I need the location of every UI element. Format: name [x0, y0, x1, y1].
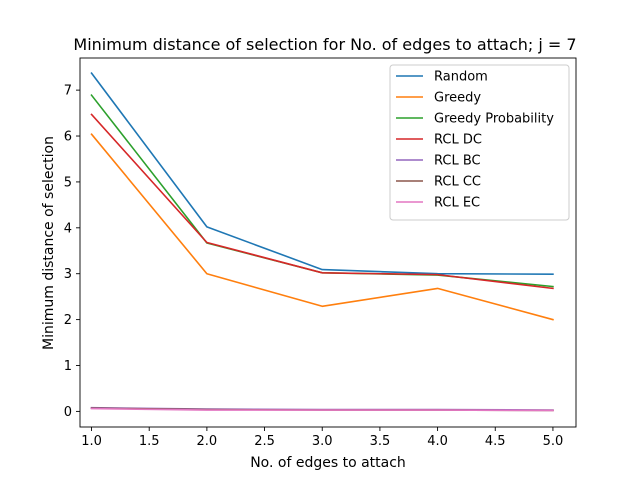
x-tick-label: 4.5	[485, 434, 506, 449]
y-tick-label: 3	[64, 267, 72, 282]
chart-title: Minimum distance of selection for No. of…	[73, 35, 576, 54]
y-tick-label: 4	[64, 221, 72, 236]
y-axis-label: Minimum distance of selection	[41, 136, 57, 350]
x-axis-label: No. of edges to attach	[250, 455, 406, 471]
series-line-random	[90, 72, 554, 275]
x-tick-label: 1.5	[139, 434, 160, 449]
y-tick-label: 1	[64, 359, 72, 374]
legend-label: Random	[434, 70, 488, 85]
y-tick-label: 0	[64, 405, 72, 420]
x-tick-label: 2.0	[197, 434, 218, 449]
legend: Random Greedy Greedy Probability RCL DC RCL …	[389, 64, 570, 221]
legend-label: RCL BC	[434, 154, 481, 169]
legend-label: RCL CC	[434, 175, 481, 190]
y-tick-label: 6	[64, 130, 72, 145]
y-tick-label: 7	[64, 84, 72, 99]
x-tick-label: 3.0	[312, 434, 333, 449]
series-line-greedy	[90, 133, 554, 321]
legend-label: Greedy Probability	[434, 112, 554, 127]
legend-box	[389, 64, 570, 221]
y-tick-label: 5	[64, 175, 72, 190]
x-tick-label: 3.5	[370, 434, 391, 449]
x-tick-label: 1.0	[81, 434, 102, 449]
x-tick-label: 5.0	[543, 434, 564, 449]
legend-label: Greedy	[434, 91, 481, 106]
y-tick-label: 2	[64, 313, 72, 328]
x-tick-label: 2.5	[254, 434, 275, 449]
plot-frame	[79, 57, 577, 428]
series-line-rcl-ec	[90, 407, 554, 412]
plot-area: 1.0 1.5 2.0 2.5 3.0 3.5 4.0 4.5 5.0 0 1 2 3 4 5 6 7	[64, 57, 577, 449]
legend-label: RCL DC	[434, 133, 482, 148]
legend-label: RCL EC	[434, 196, 480, 211]
series-line-rcl-dc	[90, 113, 554, 290]
x-tick-label: 4.0	[427, 434, 448, 449]
